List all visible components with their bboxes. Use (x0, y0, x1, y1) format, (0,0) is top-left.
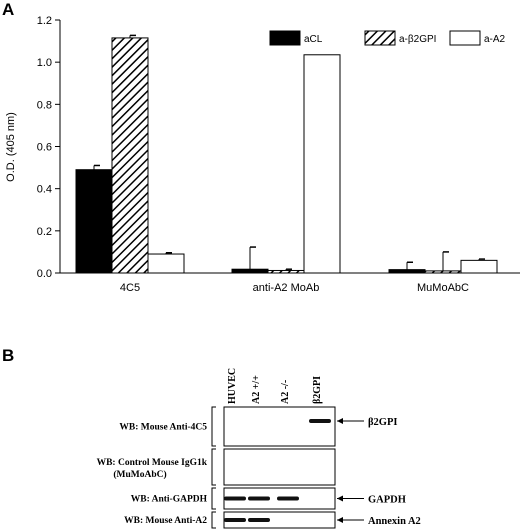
blot-frame (223, 406, 336, 447)
legend-label-0: aCL (304, 34, 323, 45)
bar-1-1 (267, 269, 305, 274)
lane-label-1: A2 +/+ (251, 375, 262, 404)
legend: aCL a-β2GPI a-A2 (269, 30, 506, 46)
band-name-label: β2GPI (368, 417, 397, 428)
blot-row-2: WB: Anti-GAPDH GAPDH (131, 487, 406, 510)
blot-row-0: WB: Mouse Anti-4C5 β2GPI (119, 406, 397, 447)
panel-a-letter: A (2, 0, 14, 19)
x-tick-label-2: MuMoAbC (417, 282, 469, 294)
lane-label-0: HUVEC (227, 368, 238, 404)
x-tick-label-1: anti-A2 MoAb (253, 282, 320, 294)
band-3-1 (248, 518, 270, 522)
row-bracket (211, 487, 216, 510)
lane-labels: HUVEC A2 +/+ A2 -/- β2GPI (227, 368, 323, 404)
lane-label-2: A2 -/- (280, 380, 291, 404)
band-arrow-head (337, 418, 343, 424)
bar-chart: O.D. (405 nm) 0.0 0.2 0.4 0.6 0.8 1.0 1.2 4C5 a… (5, 15, 520, 294)
row-label: WB: Mouse Anti-4C5 (119, 423, 207, 433)
band-arrow-head (337, 517, 343, 523)
blot-frame (223, 448, 336, 486)
row-bracket (211, 448, 216, 486)
bar-2-0 (147, 253, 185, 274)
legend-label-2: a-A2 (484, 34, 506, 45)
y-tick-label: 0.4 (37, 184, 52, 196)
bar-2-2 (460, 259, 498, 274)
band-0-3 (309, 419, 331, 423)
row-bracket (211, 511, 216, 529)
bar-0-0 (75, 169, 113, 274)
x-tick-label-0: 4C5 (120, 282, 140, 294)
row-bracket (211, 406, 216, 447)
bar-1-0 (111, 37, 149, 274)
x-tick-labels: 4C5 anti-A2 MoAb MuMoAbC (120, 282, 469, 294)
western-blot: HUVEC A2 +/+ A2 -/- β2GPI WB: Mouse Anti-4C… (97, 368, 421, 529)
row-label: WB: Anti-GAPDH (131, 495, 208, 505)
y-tick-label: 0.6 (37, 142, 52, 154)
legend-label-1: a-β2GPI (399, 34, 436, 45)
band-2-1 (248, 496, 270, 501)
band-name-label: GAPDH (368, 495, 406, 506)
y-axis-label: O.D. (405 nm) (5, 112, 17, 182)
lane-label-3: β2GPI (312, 376, 323, 404)
error-bars (93, 34, 485, 271)
blot-row-3: WB: Mouse Anti-A2 Annexin A2 (124, 511, 421, 529)
bar-0-2 (388, 269, 426, 274)
y-tick-label: 1.2 (37, 15, 52, 27)
bar-1-2 (424, 270, 462, 274)
panel-b-letter: B (2, 346, 14, 365)
y-ticks: 0.0 0.2 0.4 0.6 0.8 1.0 1.2 (37, 15, 60, 280)
band-3-0 (224, 518, 246, 522)
blot-row-1: WB: Control Mouse IgG1k(MuMoAbC) (97, 448, 336, 486)
row-label: WB: Control Mouse IgG1k (97, 458, 208, 468)
legend-swatch-0 (269, 30, 301, 46)
bar-2-1 (303, 54, 341, 274)
band-arrow-head (337, 495, 343, 502)
bar-0-1 (231, 268, 269, 274)
y-tick-label: 0.2 (37, 226, 52, 238)
band-2-2 (277, 496, 299, 501)
band-name-label: Annexin A2 (368, 516, 421, 527)
y-tick-label: 1.0 (37, 57, 52, 69)
bars (75, 37, 498, 274)
legend-swatch-1 (364, 30, 396, 46)
row-label-sub: (MuMoAbC) (113, 469, 166, 480)
band-2-0 (224, 496, 246, 501)
y-tick-label: 0.8 (37, 99, 52, 111)
blot-rows: WB: Mouse Anti-4C5 β2GPI WB: Control Mouse… (97, 406, 421, 529)
legend-swatch-2 (449, 30, 481, 46)
row-label: WB: Mouse Anti-A2 (124, 516, 207, 526)
y-tick-label: 0.0 (37, 268, 52, 280)
